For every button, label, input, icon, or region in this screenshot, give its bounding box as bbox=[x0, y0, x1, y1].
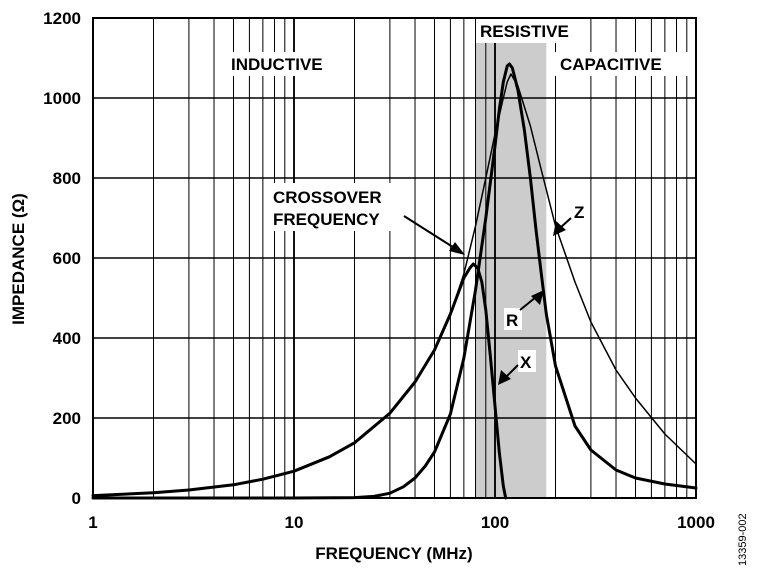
series-z-line bbox=[92, 73, 697, 497]
resistive-label: RESISTIVE bbox=[480, 22, 569, 41]
x-tick-label: 1 bbox=[88, 513, 97, 532]
grid-horizontal bbox=[93, 97, 696, 419]
x-tick-label: 1000 bbox=[677, 513, 715, 532]
x-arrow bbox=[498, 364, 519, 385]
y-axis-title: IMPEDANCE (Ω) bbox=[9, 193, 28, 325]
inductive-label-bg bbox=[224, 52, 342, 76]
z-label: Z bbox=[574, 203, 584, 222]
curves bbox=[91, 62, 698, 500]
capacitive-label-bg bbox=[554, 52, 688, 76]
y-tick-label: 1200 bbox=[43, 9, 81, 28]
r-arrow bbox=[519, 290, 544, 311]
resistive-label-bg bbox=[476, 19, 586, 43]
y-tick-label: 0 bbox=[72, 489, 81, 508]
inductive-label: INDUCTIVE bbox=[231, 55, 323, 74]
z-arrow bbox=[553, 217, 572, 236]
capacitive-label: CAPACITIVE bbox=[560, 55, 662, 74]
r-label-bg bbox=[504, 308, 522, 330]
crossover-label-bg bbox=[266, 183, 412, 231]
y-tick-label: 200 bbox=[53, 409, 81, 428]
r-label: R bbox=[506, 311, 518, 330]
z-label-bg bbox=[572, 200, 590, 222]
plot-frame bbox=[92, 17, 697, 499]
crossover-arrow bbox=[403, 215, 465, 255]
y-tick-label: 400 bbox=[53, 329, 81, 348]
x-axis-title: FREQUENCY (MHz) bbox=[315, 544, 472, 563]
series-r-line bbox=[91, 62, 698, 500]
y-tick-label: 1000 bbox=[43, 89, 81, 108]
x-tick-labels: 1 10 100 1000 bbox=[88, 513, 715, 532]
y-tick-labels: 0 200 400 600 800 1000 1200 bbox=[43, 9, 81, 508]
x-tick-label: 100 bbox=[481, 513, 509, 532]
x-tick-label: 10 bbox=[285, 513, 304, 532]
x-label-bg bbox=[518, 350, 536, 372]
series-x-line bbox=[91, 262, 508, 500]
crossover-label-line2: FREQUENCY bbox=[273, 210, 380, 229]
figure-id: 13359-002 bbox=[737, 513, 749, 566]
y-tick-label: 800 bbox=[53, 169, 81, 188]
x-label: X bbox=[520, 353, 532, 372]
crossover-label-line1: CROSSOVER bbox=[273, 188, 382, 207]
y-tick-label: 600 bbox=[53, 249, 81, 268]
